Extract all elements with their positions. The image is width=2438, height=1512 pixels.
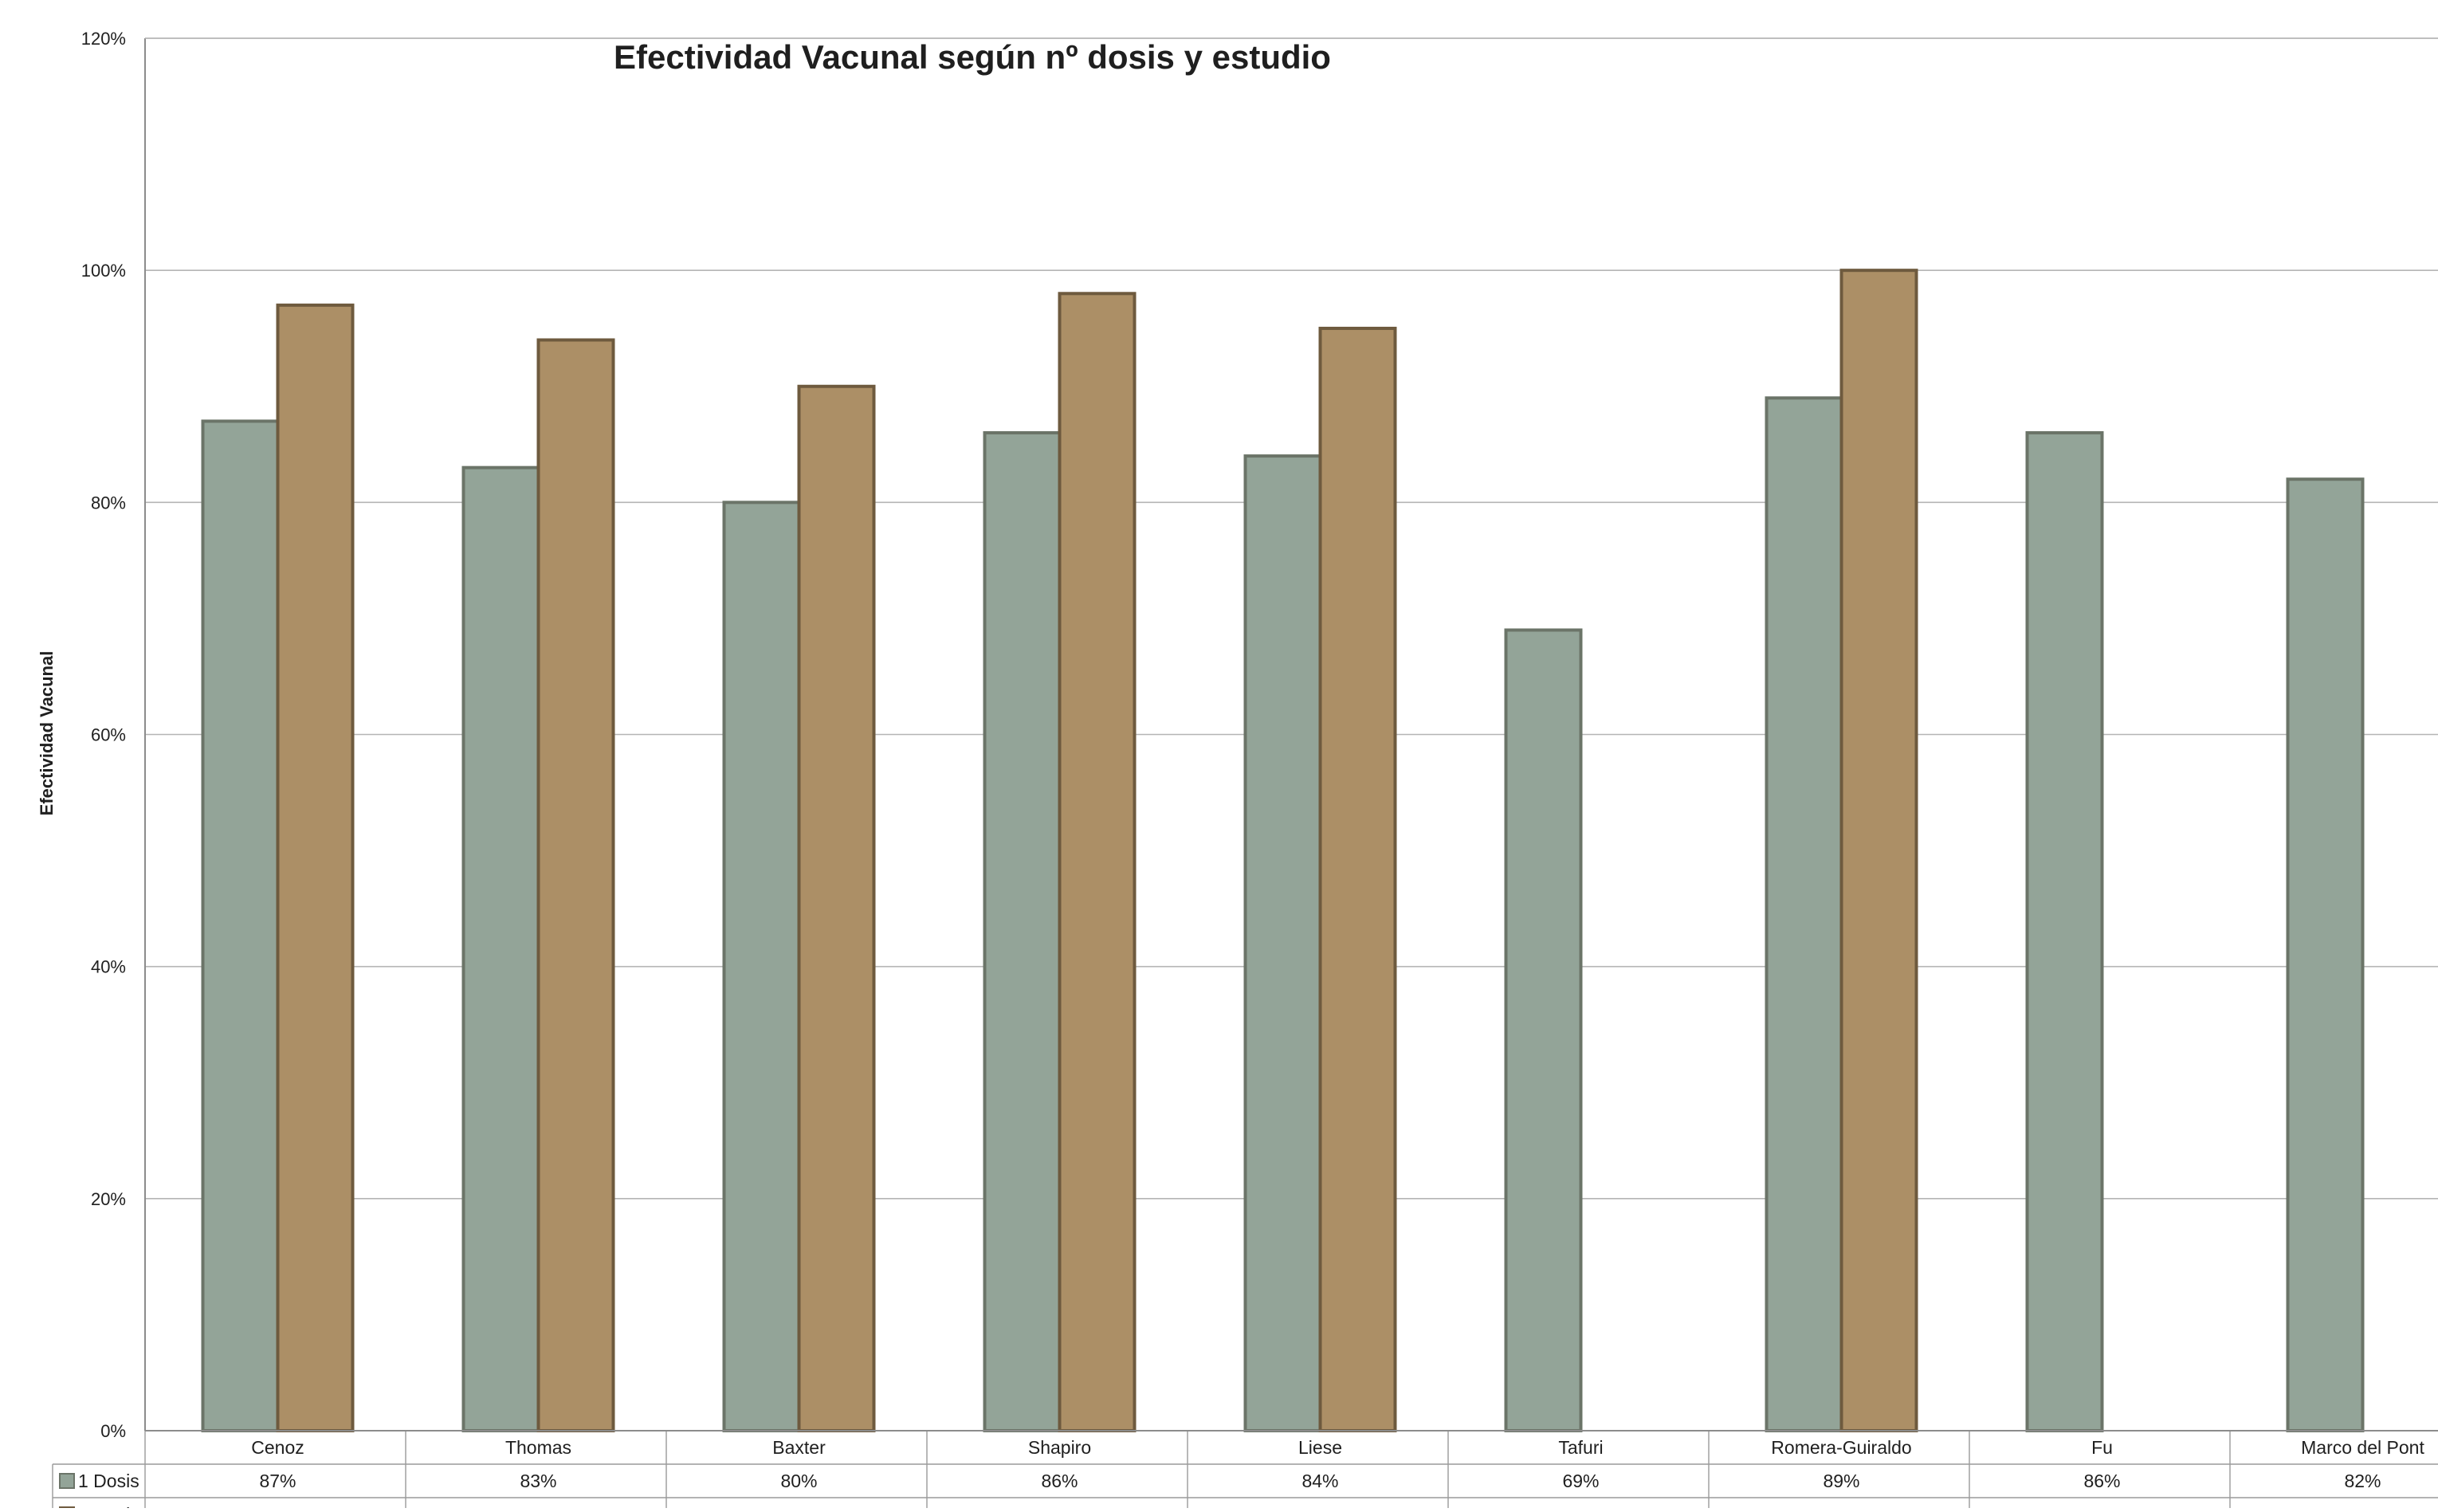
y-tick-label: 60% [91,725,126,745]
bar-series1-marco-del-pont [2286,477,2365,1432]
bar-series1-fu [2025,430,2104,1433]
table-cell-value: 82% [2344,1471,2381,1491]
x-tick-label: Tafuri [1558,1437,1603,1458]
y-tick-label: 100% [81,261,126,281]
table-cell-value: 90% [780,1504,817,1508]
bar-series1-liese [1243,454,1322,1432]
table-cell-value: 84% [1301,1471,1338,1491]
x-tick-label: Thomas [505,1437,571,1458]
table-cell-value: 86% [1041,1471,1078,1491]
x-tick-label: Romera-Guiraldo [1771,1437,1911,1458]
table-cell-value: 80% [780,1471,817,1491]
bar-series1-thomas [461,465,540,1432]
bar-series2-romera-guiraldo [1839,269,1918,1433]
table-cell-value: 100% [1818,1504,1865,1508]
axes [144,37,2438,1431]
y-tick-label: 80% [91,493,126,513]
table-cell-value: 0 [2358,1504,2368,1508]
x-tick-label: Shapiro [1028,1437,1091,1458]
table-cell-value: 87% [259,1471,296,1491]
x-tick-label: Cenoz [251,1437,304,1458]
bar-series2-thomas [536,338,615,1432]
legend-swatch [59,1473,75,1489]
table-cell-value: 97% [259,1504,296,1508]
bar-series1-shapiro [983,430,1062,1433]
x-tick-label: Fu [2091,1437,2113,1458]
table-cell-value: 0 [2097,1504,2107,1508]
y-tick-label: 0% [100,1421,126,1441]
chart-title: Efectividad Vacunal según nº dosis y est… [614,38,1331,76]
bar-series1-romera-guiraldo [1765,396,1843,1432]
table-cell-value: 0 [1576,1504,1586,1508]
table-cell-value: 69% [1562,1471,1599,1491]
bar-series2-baxter [797,384,876,1432]
legend-label: 2 Dosis [78,1504,139,1508]
bar-series2-shapiro [1058,292,1137,1432]
table-cell-value: 86% [2083,1471,2120,1491]
bar-series1-tafuri [1504,628,1583,1432]
table-cell-value: 83% [520,1471,556,1491]
table-cell-value: 95% [1301,1504,1338,1508]
legend-label: 1 Dosis [78,1471,139,1491]
x-tick-label: Marco del Pont [2301,1437,2424,1458]
table-cell-value: 89% [1823,1471,1859,1491]
x-tick-label: Liese [1298,1437,1342,1458]
bar-series1-cenoz [201,419,280,1432]
y-axis-label: Efectividad Vacunal [37,651,57,816]
y-tick-label: 20% [91,1189,126,1209]
table-cell-value: 94% [520,1504,556,1508]
table-cell-value: 98% [1041,1504,1078,1508]
y-tick-label: 120% [81,29,126,49]
bar-series2-liese [1318,326,1397,1432]
y-tick-label: 40% [91,957,126,977]
bars [201,269,2365,1433]
bar-series1-baxter [722,501,801,1432]
x-tick-label: Baxter [772,1437,826,1458]
y-axis-ticks: 0% 20% 40% 60% 80% 100% 120% [81,29,126,1441]
bar-series2-cenoz [276,303,355,1432]
data-table: Cenoz Thomas Baxter Shapiro Liese Tafuri Romer… [52,1430,2438,1512]
